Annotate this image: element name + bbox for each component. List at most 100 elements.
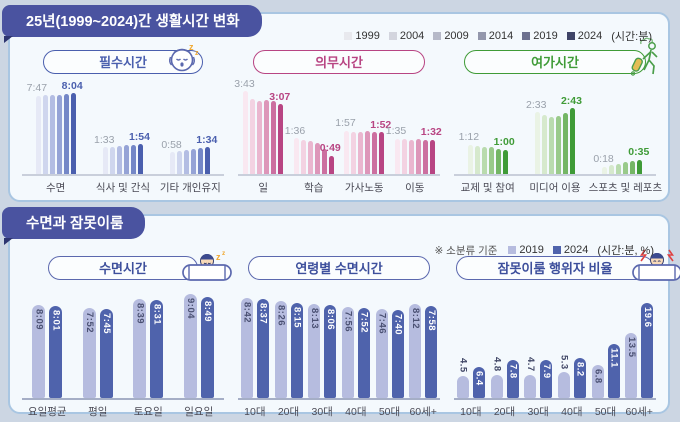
legend-color-swatch — [552, 246, 561, 254]
bar-value-label: 7:58 — [425, 310, 437, 332]
category-label: 10대 — [244, 406, 266, 418]
chart-title-pill: 여가시간 — [464, 37, 658, 76]
bar-column: 8:42 — [240, 286, 253, 398]
legend-color-swatch — [566, 32, 575, 40]
bar-2024 — [256, 298, 269, 398]
bar-group: 3:43 3:07 — [234, 78, 290, 174]
bar-group: 8:42 8:37 — [240, 286, 269, 398]
bar-column: 8:31 — [150, 286, 164, 398]
bar-group: 4.8 7.8 — [490, 286, 519, 398]
bar-2009 — [257, 101, 263, 174]
legend-year-label: 2019 — [533, 30, 558, 42]
bar-value-label: 8:09 — [33, 308, 45, 330]
bar-2024 — [99, 309, 113, 398]
bar-2009 — [184, 150, 190, 174]
bar-value-label: 7.9 — [540, 363, 552, 379]
bar-value-label: 7:45 — [101, 313, 112, 335]
bar-2019 — [422, 140, 428, 174]
bar-value-label: 13.5 — [625, 336, 637, 358]
bar-2024 — [472, 367, 485, 398]
bar-value-label: 7:52 — [358, 311, 370, 333]
category-label: 학습 — [304, 182, 324, 194]
bar-column: 5.3 — [557, 286, 570, 398]
bar-2024 — [607, 344, 620, 398]
value-label-first: 0:18 — [593, 153, 614, 166]
bar-2009 — [548, 116, 554, 174]
legend-year-label: 2024 — [563, 244, 589, 256]
bar-2014 — [415, 139, 421, 174]
bar-group-slot: 8:42 8:37 — [238, 286, 272, 398]
bar-2024 — [200, 296, 214, 398]
legend-year-item: 2014 — [477, 30, 513, 42]
category-label: 20대 — [277, 406, 300, 418]
bar-value-label: 7:52 — [84, 311, 95, 333]
bar-2024 — [425, 306, 438, 398]
bar-column: 8:15 — [290, 286, 303, 398]
bar-value-label: 4.8 — [491, 356, 503, 372]
category-label: 40대 — [345, 406, 367, 418]
bar-value-label: 8.2 — [574, 362, 586, 378]
bar-column: 6.8 — [591, 286, 604, 398]
value-label-last: 1:32 — [420, 126, 442, 139]
bar-value-label: 6.8 — [592, 369, 604, 384]
bar-value-label: 7.8 — [507, 364, 519, 379]
category-label: 60세+ — [625, 406, 653, 418]
category-label: 40대 — [561, 406, 583, 418]
section-life-time-change: 1999 2004 2009 2014 2019 2024 (시간:분) 필수시간 z z 7:4… — [8, 12, 670, 202]
value-label-last: 8:04 — [61, 79, 83, 92]
bar-2024 — [205, 147, 211, 174]
traveler-icon — [621, 37, 665, 86]
bar-2019 — [490, 374, 503, 398]
bar-2009 — [49, 95, 55, 174]
bar-group-slot: 7:47 8:04 — [22, 81, 89, 174]
bar-2024 — [278, 104, 284, 174]
category-label: 수면 — [46, 182, 66, 194]
chart-plot: 3:43 3:07 1:36 0:49 1:57 1:52 1:35 1:32 — [234, 78, 442, 176]
bar-2009 — [307, 140, 313, 174]
bar-2014 — [191, 149, 197, 174]
bar-column: 8:37 — [256, 286, 269, 398]
bar-group-slot: 8:13 8:06 — [305, 286, 339, 398]
legend-unit-suffix: (시간:분) — [611, 31, 652, 43]
bar-2004 — [474, 145, 480, 174]
category-row: 수면 식사 및 간식 기타 개인유지 — [22, 180, 224, 195]
legend-color-swatch — [344, 32, 353, 40]
bar-group-slot: 7:52 7:45 — [73, 286, 124, 398]
bar-group: 0:18 0:35 — [593, 147, 649, 174]
legend-year-item: 2019 — [508, 244, 544, 256]
bar-group-slot: 9:04 8:49 — [174, 286, 225, 398]
bar-column: 8:06 — [324, 286, 337, 398]
bar-2019 — [625, 332, 638, 398]
category-label: 60세+ — [409, 406, 437, 418]
bar-column: 4.8 — [490, 286, 503, 398]
bar-group-slot: 6.8 11.1 — [589, 286, 623, 398]
legend-year-item: 2004 — [388, 30, 424, 42]
chart-plot: 1:12 1:00 2:33 2:43 0:18 0:35 — [454, 86, 656, 176]
category-label: 기타 개인유지 — [159, 182, 221, 194]
bar-2024 — [391, 309, 404, 398]
bar-2019 — [456, 376, 469, 398]
bar-column: 7:58 — [425, 286, 438, 398]
bar-2024 — [137, 144, 143, 174]
chart-title-pill: 연령별 수면시간 — [248, 256, 430, 280]
bar-value-label: 8:37 — [257, 302, 269, 324]
legend-year-item: 2024 — [566, 30, 602, 42]
bar-group-slot: 1:33 1:54 — [89, 132, 156, 174]
legend-2019-2024: ※ 소분류 기준 2019 2024 (시간:분, %) — [434, 242, 654, 258]
chart-title: 수면시간 — [99, 261, 147, 276]
bar-column: 4.7 — [524, 286, 537, 398]
legend-year-item: 1999 — [344, 30, 380, 42]
value-label-last: 1:34 — [196, 133, 218, 146]
bar-value-label: 8:31 — [151, 304, 163, 326]
bar-2004 — [401, 139, 407, 174]
legend-year-item: 2019 — [522, 30, 558, 42]
bar-column: 8:26 — [274, 286, 287, 398]
bar-2024 — [150, 300, 164, 398]
legend-color-swatch — [477, 32, 486, 40]
category-row: 10대 20대 30대 40대 50대 60세+ — [454, 404, 656, 419]
bar-1999 — [243, 91, 249, 174]
bar-column: 8:09 — [32, 286, 46, 398]
legend-color-swatch — [508, 246, 517, 254]
bar-2019 — [321, 149, 327, 174]
bar-2009 — [481, 146, 487, 174]
